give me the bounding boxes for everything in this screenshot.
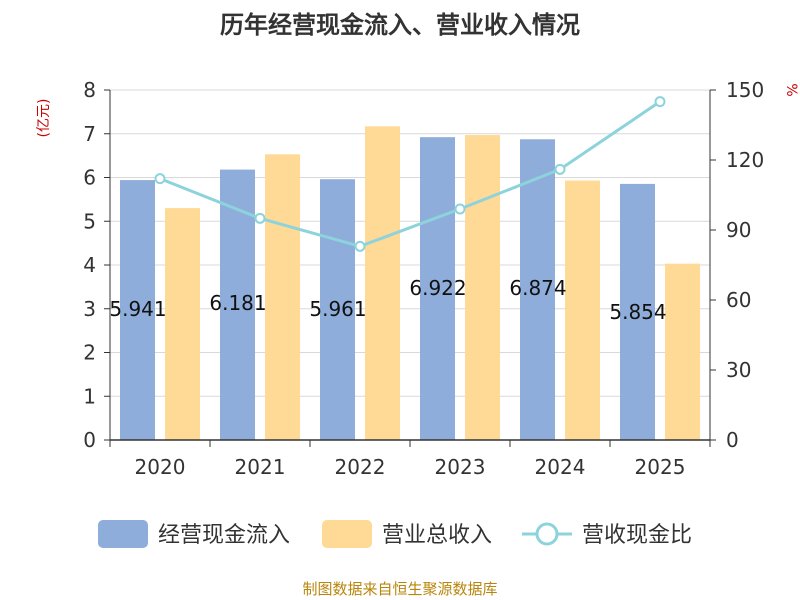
data-label-cash-inflow-2022: 5.961 (309, 297, 366, 321)
legend-item-cash-inflow[interactable]: 经营现金流入 (98, 520, 290, 548)
ratio-point-2023[interactable] (454, 203, 466, 215)
left-tick-label: 5 (83, 209, 96, 233)
left-tick-label: 6 (83, 166, 96, 190)
legend-label-cash-inflow: 经营现金流入 (158, 523, 290, 548)
data-label-cash-inflow-2023: 6.922 (409, 276, 466, 300)
ratio-line (159, 100, 661, 248)
x-tick-label-2021: 2021 (235, 455, 286, 479)
bar-cash-inflow-2023[interactable] (420, 137, 455, 440)
right-axis-label: % (783, 83, 799, 96)
left-tick-label: 8 (83, 78, 96, 102)
x-tick-label-2022: 2022 (335, 455, 386, 479)
ratio-point-2020[interactable] (154, 173, 166, 185)
legend-swatch-cash-inflow (98, 520, 148, 548)
bar-cash-inflow-2025[interactable] (620, 183, 655, 440)
bar-revenue-2024[interactable] (565, 180, 600, 440)
right-tick-label: 150 (726, 78, 764, 102)
source-note: 制图数据来自恒生聚源数据库 (302, 580, 497, 598)
bars-group (120, 126, 700, 441)
legend: 经营现金流入 营业总收入 营收现金比 (98, 520, 692, 548)
right-tick-label: 0 (726, 428, 739, 452)
bar-cash-inflow-2020[interactable] (120, 180, 155, 441)
bar-revenue-2021[interactable] (265, 154, 300, 440)
data-label-cash-inflow-2024: 6.874 (509, 276, 566, 300)
left-tick-label: 7 (83, 122, 96, 146)
legend-swatch-revenue (322, 520, 372, 548)
bar-revenue-2020[interactable] (165, 208, 200, 440)
bar-cash-inflow-2024[interactable] (520, 139, 555, 440)
chart-title: 历年经营现金流入、营业收入情况 (220, 11, 580, 39)
left-tick-label: 0 (83, 428, 96, 452)
right-tick-label: 90 (726, 218, 751, 242)
ratio-point-2021[interactable] (254, 212, 266, 224)
ratio-point-2024[interactable] (554, 163, 566, 175)
x-tick-label-2024: 2024 (535, 455, 586, 479)
right-tick-label: 120 (726, 148, 764, 172)
left-tick-label: 1 (83, 384, 96, 408)
x-tick-label-2020: 2020 (135, 455, 186, 479)
ratio-line-group (154, 96, 666, 252)
left-tick-label: 4 (83, 253, 96, 277)
left-tick-label: 2 (83, 341, 96, 365)
bar-cash-inflow-2022[interactable] (320, 179, 355, 441)
ratio-point-2022[interactable] (354, 240, 366, 252)
bar-revenue-2023[interactable] (465, 135, 500, 440)
left-tick-label: 3 (83, 297, 96, 321)
data-label-cash-inflow-2021: 6.181 (209, 291, 266, 315)
x-tick-label-2025: 2025 (635, 455, 686, 479)
data-label-cash-inflow-2025: 5.854 (609, 300, 666, 324)
legend-label-revenue: 营业总收入 (382, 523, 492, 548)
right-tick-label: 60 (726, 288, 751, 312)
data-labels-group: 5.941 6.181 5.961 6.922 6.874 5.854 (109, 276, 666, 324)
grid-lines (110, 89, 710, 397)
data-label-cash-inflow-2020: 5.941 (109, 297, 166, 321)
legend-marker-ratio (535, 522, 559, 546)
ratio-point-2025[interactable] (654, 96, 666, 108)
axes-group: 0 1 2 3 4 5 6 7 8 0 30 60 90 120 150 2020 2021 2022 2023 20… (83, 78, 764, 479)
left-axis-label: (亿元) (36, 99, 52, 138)
right-tick-label: 30 (726, 358, 751, 382)
bar-revenue-2022[interactable] (365, 126, 400, 440)
x-tick-label-2023: 2023 (435, 455, 486, 479)
legend-label-ratio: 营收现金比 (582, 523, 692, 548)
bar-revenue-2025[interactable] (665, 263, 700, 440)
legend-item-revenue[interactable]: 营业总收入 (322, 520, 492, 548)
legend-item-ratio[interactable]: 营收现金比 (522, 522, 692, 548)
